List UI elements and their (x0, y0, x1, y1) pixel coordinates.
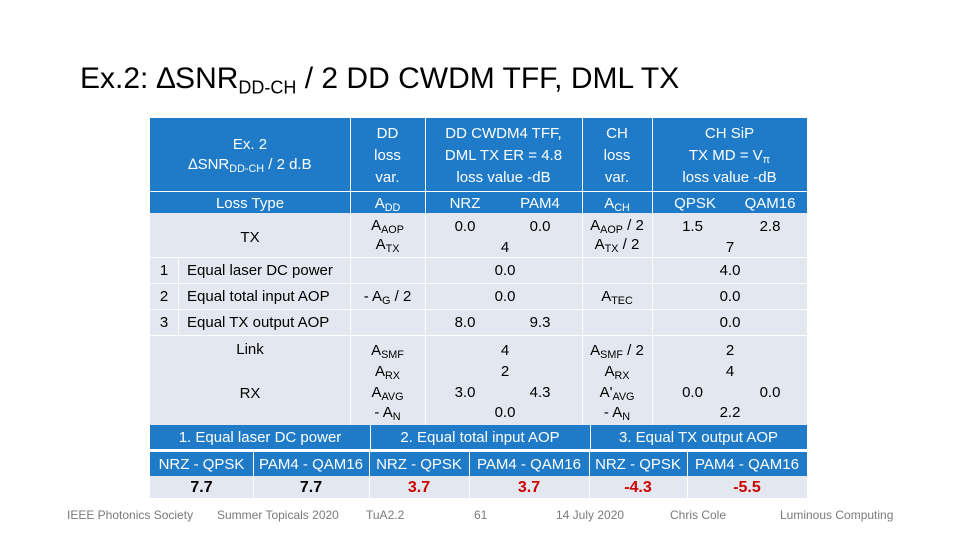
row-1-number: 1 (159, 262, 169, 279)
rx-ch-mid-value-2: 4 (725, 363, 735, 380)
rx-dd-var-4: - AN (374, 404, 401, 424)
rx-ch-mid-value-1: 2 (725, 342, 735, 359)
tx-pam4-value: 0.0 (529, 218, 551, 235)
header-dd-value-3: loss value -dB (456, 169, 551, 186)
loss-type-a-ch: ACH (604, 195, 630, 215)
row-2-ch-value: 0.0 (719, 288, 741, 305)
tx-label: TX (240, 229, 260, 246)
compare-label-2: PAM4 - QAM16 (259, 456, 363, 473)
row-3-label: Equal TX output AOP (187, 314, 330, 331)
rx-dd-mid-value-2: 2 (500, 363, 510, 380)
rx-qpsk-value: 0.0 (682, 384, 703, 401)
footer-date: 14 July 2020 (556, 508, 625, 522)
tx-ch-mid-value: 7 (725, 239, 735, 256)
rx-ch-var-3: A'AVG (599, 384, 635, 404)
footer-page-number: 61 (474, 508, 488, 522)
result-value-4: 3.7 (517, 479, 541, 496)
rx-dd-var-2: ARX (374, 363, 400, 383)
row-2-dd-var: - AG / 2 (363, 288, 412, 308)
tx-qam16-value: 2.8 (759, 218, 781, 235)
scenario-band (150, 425, 807, 449)
result-value-5: -4.3 (624, 479, 652, 496)
page-title: Ex.2: ∆SNRDD-CH / 2 DD CWDM TFF, DML TX (80, 62, 680, 98)
header-ch-value-3: loss value -dB (682, 169, 777, 186)
loss-type-qam16: QAM16 (744, 195, 796, 212)
rx-dd-var-1: ASMF (371, 342, 404, 362)
tx-dd-mid-value: 4 (500, 239, 510, 256)
row-1-dd-value: 0.0 (494, 262, 516, 279)
row-1-ch-value: 4.0 (719, 262, 741, 279)
result-value-2: 7.7 (299, 479, 323, 496)
tx-a-aop: AAOP (371, 217, 404, 237)
rx-dd-var-3: AAVG (371, 384, 404, 404)
header-ch-loss-var-2: loss (603, 147, 631, 164)
result-value-1: 7.7 (190, 479, 213, 496)
tx-ch-aop: AAOP / 2 (590, 217, 644, 237)
header-dd-value-2: DML TX ER = 4.8 (444, 147, 563, 164)
loss-type-pam4: PAM4 (520, 195, 560, 212)
footer-company: Luminous Computing (780, 508, 894, 522)
tx-qpsk-value: 1.5 (682, 218, 703, 235)
compare-label-5: NRZ - QPSK (595, 456, 681, 473)
tx-nrz-value: 0.0 (454, 218, 476, 235)
header-dd-value-1: DD CWDM4 TFF, (445, 125, 562, 142)
compare-band (150, 452, 807, 476)
footer-author: Chris Cole (670, 508, 727, 522)
rx-label: RX (239, 385, 261, 402)
footer-event: Summer Topicals 2020 (217, 508, 339, 522)
row-2-number: 2 (159, 288, 169, 305)
loss-type-label: Loss Type (215, 195, 285, 212)
tx-ch-tx: ATX / 2 (594, 236, 640, 256)
row-2-ch-var: ATEC (601, 288, 633, 308)
loss-type-qpsk: QPSK (674, 195, 716, 212)
compare-label-3: NRZ - QPSK (376, 456, 462, 473)
row-1-label: Equal laser DC power (187, 262, 333, 279)
results-band (150, 476, 807, 498)
header-ch-value-1: CH SiP (704, 125, 755, 142)
header-label-line2: ∆SNRDD-CH / 2 d.B (188, 156, 312, 176)
header-dd-loss-var-3: var. (375, 169, 400, 186)
tx-a-tx: ATX (375, 236, 400, 256)
rx-ch-var-4: - AN (603, 404, 631, 424)
result-value-6: -5.5 (733, 479, 761, 496)
rx-ch-var-1: ASMF / 2 (590, 342, 644, 362)
loss-type-a-dd: ADD (374, 195, 401, 215)
compare-label-4: PAM4 - QAM16 (477, 456, 581, 473)
header-dd-loss-var-2: loss (374, 147, 401, 164)
result-value-3: 3.7 (407, 479, 431, 496)
header-dd-loss-var-1: DD (376, 125, 399, 142)
header-label-line1: Ex. 2 (232, 136, 268, 153)
row-2-dd-value: 0.0 (494, 288, 516, 305)
link-label: Link (236, 341, 264, 358)
footer-society: IEEE Photonics Society (67, 508, 194, 522)
loss-type-nrz: NRZ (449, 195, 481, 212)
scenario-2-label: 2. Equal total input AOP (400, 429, 560, 446)
scenario-3-label: 3. Equal TX output AOP (619, 429, 778, 446)
rx-nrz-value: 3.0 (454, 384, 476, 401)
header-ch-loss-var-1: CH (606, 125, 628, 142)
table-body-band (150, 213, 807, 425)
row-2-label: Equal total input AOP (187, 288, 330, 305)
row-3-pam4-value: 9.3 (529, 314, 551, 331)
compare-label-6: PAM4 - QAM16 (695, 456, 799, 473)
rx-dd-mid-value-1: 4 (500, 342, 510, 359)
rx-pam4-value: 4.3 (529, 384, 551, 401)
row-3-nrz-value: 8.0 (454, 314, 476, 331)
header-ch-value-2: TX MD = Vπ (688, 147, 771, 167)
rx-dd-mid-value-3: 0.0 (494, 404, 516, 421)
scenario-1-label: 1. Equal laser DC power (178, 429, 342, 446)
row-3-ch-value: 0.0 (719, 314, 741, 331)
header-ch-loss-var-3: var. (604, 169, 630, 186)
rx-qam16-value: 0.0 (759, 384, 781, 401)
rx-ch-mid-value-3: 2.2 (719, 404, 741, 421)
row-3-number: 3 (159, 314, 169, 331)
compare-label-1: NRZ - QPSK (158, 456, 245, 473)
table-header-band (150, 118, 807, 213)
rx-ch-var-2: ARX (604, 363, 630, 383)
footer-session: TuA2.2 (366, 508, 405, 522)
